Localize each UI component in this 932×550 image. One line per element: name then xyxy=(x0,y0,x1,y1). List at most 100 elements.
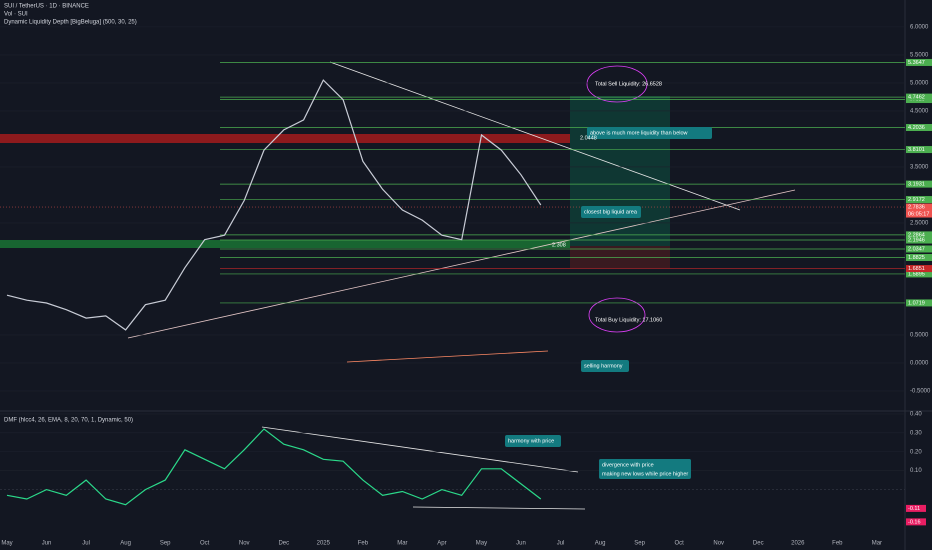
x-tick-label: Aug xyxy=(120,541,131,547)
annotation: making new lows while price higher xyxy=(602,471,688,477)
level-label: 1.0719 xyxy=(908,300,925,306)
trend-line xyxy=(329,61,741,211)
x-tick-label: Sep xyxy=(160,541,171,547)
x-tick-label: Jul xyxy=(557,541,565,547)
y-tick-label: 5.0000 xyxy=(910,80,929,86)
series-line xyxy=(6,428,542,506)
annotation: closest big liquid area xyxy=(584,209,638,215)
x-tick-label: Jun xyxy=(516,541,526,547)
x-tick-label: May xyxy=(1,541,12,547)
dmf-title: DMF (hlcc4, 26, EMA, 8, 20, 70, 1, Dynam… xyxy=(4,418,133,424)
x-tick-label: Dec xyxy=(278,541,289,547)
y-tick-label: 0.10 xyxy=(910,468,922,474)
x-tick-label: 2026 xyxy=(791,541,805,547)
target-box xyxy=(570,96,670,246)
level-tag xyxy=(906,231,932,239)
y-tick-label: 3.5000 xyxy=(910,164,929,170)
trend-line xyxy=(261,426,579,473)
stop-box xyxy=(570,246,670,268)
annotation: harmony with price xyxy=(508,438,554,444)
buy-zone xyxy=(0,240,570,248)
note-box xyxy=(599,459,691,479)
level-tag xyxy=(906,180,932,188)
level-label: 2.1946 xyxy=(908,237,925,243)
x-tick-label: May xyxy=(476,541,487,547)
x-tick-label: Jun xyxy=(42,541,52,547)
level-tag xyxy=(906,299,932,307)
level-tag xyxy=(906,236,932,244)
x-tick-label: Nov xyxy=(239,541,250,547)
level-tag xyxy=(906,254,932,262)
volume-title: Vol · SUI xyxy=(4,12,28,18)
series-line xyxy=(6,79,542,331)
note-box xyxy=(581,360,629,372)
level-label: 2.0347 xyxy=(908,246,925,252)
y-tick-label: 0.5000 xyxy=(910,333,929,339)
x-tick-label: Jul xyxy=(82,541,90,547)
y-tick-label: 6.0000 xyxy=(910,24,929,30)
annotation: 2.0448 xyxy=(580,135,597,141)
x-tick-label: Oct xyxy=(675,541,685,547)
note-box xyxy=(505,435,561,447)
x-tick-label: Apr xyxy=(437,541,446,547)
x-tick-label: Mar xyxy=(397,541,407,547)
y-tick-label: 4.5000 xyxy=(910,108,929,114)
note-box xyxy=(581,206,641,218)
x-tick-label: Aug xyxy=(595,541,606,547)
level-tag xyxy=(906,58,932,66)
annotation: Total Buy Liquidity: 17.1060 xyxy=(595,317,662,323)
level-label: 3.1931 xyxy=(908,182,925,188)
annotation: divergence with price xyxy=(602,462,654,468)
annotation: 2.308 xyxy=(552,242,566,248)
trend-line xyxy=(127,189,796,339)
y-tick-label: -0.5000 xyxy=(910,389,931,395)
level-tag xyxy=(906,196,932,204)
x-tick-label: Mar xyxy=(872,541,882,547)
level-label: 4.2036 xyxy=(908,125,925,131)
countdown-label: 06:05:17 xyxy=(908,211,929,217)
y-tick-label: 0.0000 xyxy=(910,361,929,367)
level-label: 2.9172 xyxy=(908,197,925,203)
y-tick-label: 0.20 xyxy=(910,449,922,455)
note-box xyxy=(587,127,712,139)
value-tag xyxy=(906,518,926,526)
level-tag xyxy=(906,93,932,101)
level-tag xyxy=(906,245,932,253)
sell-zone xyxy=(0,134,570,143)
annotation: above is much more liquidity than below xyxy=(590,130,688,136)
x-tick-label: Dec xyxy=(753,541,764,547)
y-tick-label: 0.40 xyxy=(910,411,922,417)
value-label: -0.11 xyxy=(908,506,920,512)
x-tick-label: Oct xyxy=(200,541,210,547)
level-label: 1.6851 xyxy=(908,266,925,272)
highlight-ring xyxy=(586,65,648,103)
level-label: 3.8101 xyxy=(908,147,925,153)
level-label: 1.8825 xyxy=(908,255,925,261)
x-tick-label: 2025 xyxy=(317,541,331,547)
x-tick-label: Feb xyxy=(358,541,369,547)
annotation: Total Sell Liquidity: 26.6528 xyxy=(595,81,662,87)
y-tick-label: 5.5000 xyxy=(910,52,929,58)
y-tick-label: 0.30 xyxy=(910,430,922,436)
trend-line xyxy=(412,506,586,510)
level-label: 5.3647 xyxy=(908,60,925,66)
last-price-label: 2.7836 xyxy=(908,204,925,210)
y-tick-label: 2.5000 xyxy=(910,221,929,227)
last-price-tag xyxy=(906,203,932,218)
level-label: 2.2864 xyxy=(908,232,925,238)
level-tag xyxy=(906,265,932,273)
x-tick-label: Nov xyxy=(713,541,724,547)
level-tag xyxy=(906,270,932,278)
highlight-ring xyxy=(588,297,646,333)
level-tag xyxy=(906,146,932,154)
x-tick-label: Sep xyxy=(634,541,645,547)
annotation: selling harmony xyxy=(584,363,623,369)
indicator-title: Dynamic Liquidity Depth [BigBeluga] (500… xyxy=(4,20,137,26)
value-tag xyxy=(906,504,926,512)
trend-line xyxy=(346,350,549,363)
level-label: 4.7462 xyxy=(908,95,925,101)
symbol-title: SUI / TetherUS · 1D · BINANCE xyxy=(4,4,89,10)
x-tick-label: Feb xyxy=(832,541,843,547)
